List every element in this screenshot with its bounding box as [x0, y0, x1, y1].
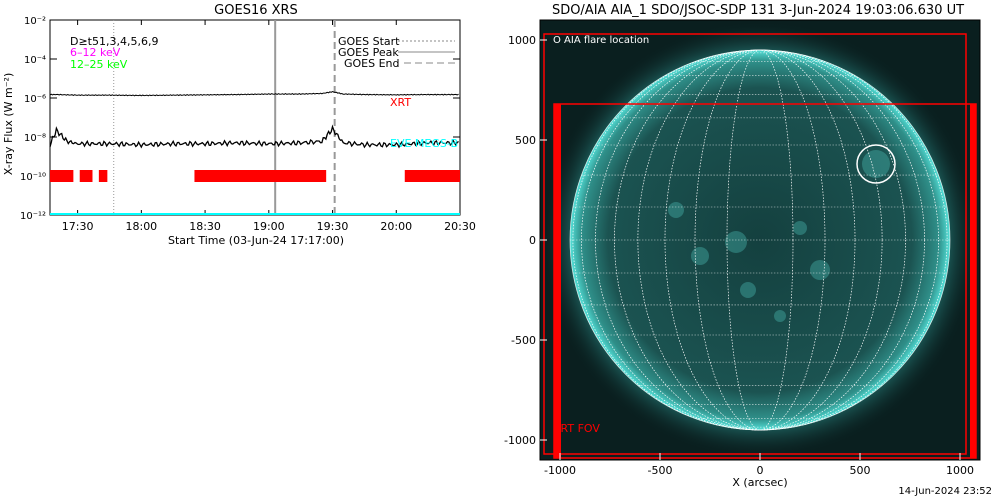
active-region [668, 202, 684, 218]
right-y-tick-label: -500 [511, 334, 536, 347]
left-x-tick-label: 19:00 [253, 220, 285, 233]
solar-features [668, 150, 890, 322]
xrt-fov-left-band [554, 104, 561, 458]
longitude-line [637, 49, 883, 431]
flare-legend: O AIA flare location [553, 35, 649, 46]
right-x-tick-label: 0 [757, 464, 764, 477]
xrt-coverage-bar [50, 170, 74, 182]
xrt-coverage-bar [98, 170, 108, 182]
left-plot-title: GOES16 XRS [214, 3, 298, 18]
legend-left-0: D≥t51,3,4,5,6,9 [70, 35, 158, 48]
left-x-tick-label: 18:30 [189, 220, 221, 233]
right-x-tick-label: 1000 [946, 464, 974, 477]
left-y-tick-label: 10⁻⁶ [24, 94, 46, 105]
active-region [774, 310, 786, 322]
flare-location-circle [856, 144, 896, 184]
xrt-fov-outer [543, 33, 967, 455]
left-y-tick-label: 10⁻¹² [20, 211, 46, 222]
left-y-tick-label: 10⁻² [24, 16, 46, 27]
right-y-tick-label: 0 [529, 234, 536, 247]
left-y-label: X-ray Flux (W m⁻²) [2, 73, 15, 175]
right-y-tick-label: 500 [515, 134, 536, 147]
active-region [793, 221, 807, 235]
legend-goes-peak: GOES Peak [338, 46, 399, 59]
goes-series-line [49, 124, 459, 149]
xrt-coverage-bar [404, 170, 460, 182]
xrt-coverage-bar [79, 170, 93, 182]
left-x-tick-label: 17:30 [62, 220, 94, 233]
goes-flux-series [49, 90, 459, 149]
active-region [725, 231, 747, 253]
xrt-fov-right-band [970, 104, 976, 458]
left-y-tick-label: 10⁻⁸ [24, 133, 46, 144]
goes-xrs-plot: GOES16 XRS 17:30 18:00 18:30 19:00 19:30 20:0… [2, 3, 476, 247]
xrt-coverage-bars [50, 170, 460, 182]
active-region [691, 247, 709, 265]
limb-circle [569, 49, 951, 431]
left-x-tick-label: 20:00 [380, 220, 412, 233]
xrt-label: XRT [390, 96, 411, 109]
aia-image-plot: SDO/AIA AIA_1 SDO/JSOC-SDP 131 3-Jun-202… [504, 3, 992, 497]
left-x-tick-label: 20:30 [444, 220, 476, 233]
goes-series-line [49, 90, 459, 97]
right-x-tick-label: -500 [648, 464, 673, 477]
right-y-tick-label: -1000 [504, 434, 536, 447]
left-x-label: Start Time (03-Jun-24 17:17:00) [168, 234, 344, 247]
left-y-tick-label: 10⁻¹⁰ [20, 172, 46, 183]
right-y-tick-label: 1000 [508, 34, 536, 47]
left-y-tick-label: 10⁻⁴ [24, 55, 46, 66]
active-region [862, 150, 890, 178]
left-x-tick-label: 18:00 [125, 220, 157, 233]
left-x-tick-label: 19:30 [317, 220, 349, 233]
goes-event-lines [113, 20, 336, 215]
legend-goes-end: GOES End [344, 57, 400, 70]
legend-left-1: 6–12 keV [70, 46, 121, 59]
right-x-label: X (arcsec) [732, 476, 787, 489]
right-x-tick-label: -1000 [544, 464, 576, 477]
right-x-tick-label: 500 [850, 464, 871, 477]
xrt-fov-label: XRT FOV [553, 422, 600, 435]
xrt-fov-boxes [543, 33, 977, 459]
right-plot-title: SDO/AIA AIA_1 SDO/JSOC-SDP 131 3-Jun-202… [552, 3, 964, 18]
legend-left-2: 12–25 keV [70, 58, 128, 71]
longitude-line [664, 49, 856, 431]
right-y-ticks: 1000 500 0 -500 -1000 [504, 34, 547, 447]
longitude-line [726, 49, 794, 431]
xrt-coverage-bar [194, 170, 327, 182]
footer-date: 14-Jun-2024 23:52 [898, 486, 992, 497]
legend-goes-start: GOES Start [338, 35, 400, 48]
active-region [740, 282, 756, 298]
right-x-ticks: -1000 -500 0 500 1000 [544, 453, 974, 477]
heliographic-grid [569, 49, 951, 431]
active-region [810, 260, 830, 280]
eve-label: EVE MEGS-B [390, 137, 458, 150]
